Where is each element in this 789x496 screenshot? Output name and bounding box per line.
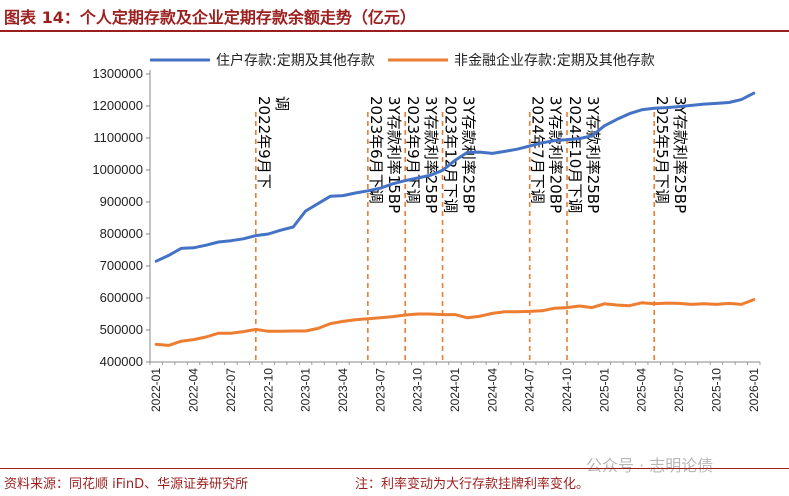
x-tick-label: 2025-04 — [635, 368, 649, 412]
annotation-layer: 2022年9月下调 2023年6月下调 3Y存款利率15BP 2023年9月下调 3Y存… — [255, 96, 689, 362]
annotation-text: 2024年10月下调 — [566, 96, 584, 213]
footer-note: 注：利率变动为大行存款挂牌利率变化。 — [355, 477, 590, 492]
annotation-text: 3Y存款利率25BP — [671, 96, 689, 213]
footer: 资料来源：同花顺 iFinD、华源证券研究所 注：利率变动为大行存款挂牌利率变化… — [0, 468, 789, 496]
x-tick-label: 2022-07 — [224, 368, 238, 412]
x-tick-label: 2023-01 — [299, 368, 313, 412]
series-layer — [154, 91, 756, 347]
series-household-line — [154, 91, 756, 263]
y-tick-label: 1000000 — [92, 162, 143, 177]
y-tick-label: 1100000 — [93, 130, 143, 145]
x-tick-label: 2022-10 — [261, 368, 275, 412]
x-tick-label: 2022-04 — [187, 368, 201, 412]
watermark-text: 公众号 · 志明论债 — [586, 456, 714, 475]
x-tick-label: 2026-01 — [747, 368, 761, 412]
title-bar: 图表 14：个人定期存款及企业定期存款余额走势（亿元） — [0, 0, 789, 32]
x-tick-label: 2023-07 — [373, 368, 387, 412]
axis-layer: 400000 500000 600000 700000 800000 900000 1000… — [92, 66, 760, 412]
y-tick-label: 800000 — [100, 226, 143, 241]
annotation-text: 2023年6月下调 — [367, 96, 385, 204]
x-tick-label: 2025-01 — [597, 368, 611, 412]
y-tick-label: 900000 — [100, 194, 143, 209]
x-tick-label: 2025-10 — [709, 368, 723, 412]
x-tick-label: 2025-07 — [672, 368, 686, 412]
x-tick-label: 2022-01 — [149, 368, 163, 412]
y-tick-label: 1300000 — [92, 66, 143, 81]
x-tick-label: 2024-07 — [523, 368, 537, 412]
annotation-text: 3Y存款利率25BP — [584, 96, 602, 213]
x-tick-label: 2024-01 — [448, 368, 462, 412]
x-tick-label: 2023-10 — [411, 368, 425, 412]
footer-source: 资料来源：同花顺 iFinD、华源证券研究所 — [4, 477, 249, 492]
y-tick-label: 500000 — [100, 322, 143, 337]
x-tick-label: 2023-04 — [336, 368, 350, 412]
y-tick-label: 600000 — [100, 290, 143, 305]
annotation-text: 2024年7月下调 — [529, 96, 547, 204]
annotation-text: 2023年12月下调 — [442, 96, 460, 213]
annotation-text: 2025年5月下调 — [653, 96, 671, 204]
annotation-text: 3Y存款利率25BP — [422, 96, 440, 213]
legend-label-enterprise: 非金融企业存款:定期及其他存款 — [454, 52, 655, 69]
annotation-text: 3Y存款利率25BP — [460, 96, 478, 213]
chart-area: 2022年9月下调 2023年6月下调 3Y存款利率15BP 2023年9月下调 3Y存… — [92, 52, 760, 412]
legend-label-household: 住户存款:定期及其他存款 — [216, 52, 375, 69]
annotation-text: 调 — [273, 96, 291, 111]
y-tick-label: 700000 — [100, 258, 143, 273]
legend: 住户存款:定期及其他存款 非金融企业存款:定期及其他存款 — [150, 52, 655, 69]
y-tick-label: 1200000 — [92, 98, 143, 113]
x-tick-label: 2024-04 — [485, 368, 499, 412]
annotation-text: 3Y存款利率20BP — [547, 96, 565, 213]
x-tick-label: 2024-10 — [560, 368, 574, 412]
series-enterprise-line — [154, 298, 756, 347]
y-tick-label: 400000 — [100, 354, 143, 369]
annotation-text: 2022年9月下 — [255, 96, 273, 189]
annotation-text: 3Y存款利率15BP — [385, 96, 403, 213]
annotation-text: 2023年9月下调 — [404, 96, 422, 204]
chart-title: 图表 14：个人定期存款及企业定期存款余额走势（亿元） — [4, 8, 416, 27]
